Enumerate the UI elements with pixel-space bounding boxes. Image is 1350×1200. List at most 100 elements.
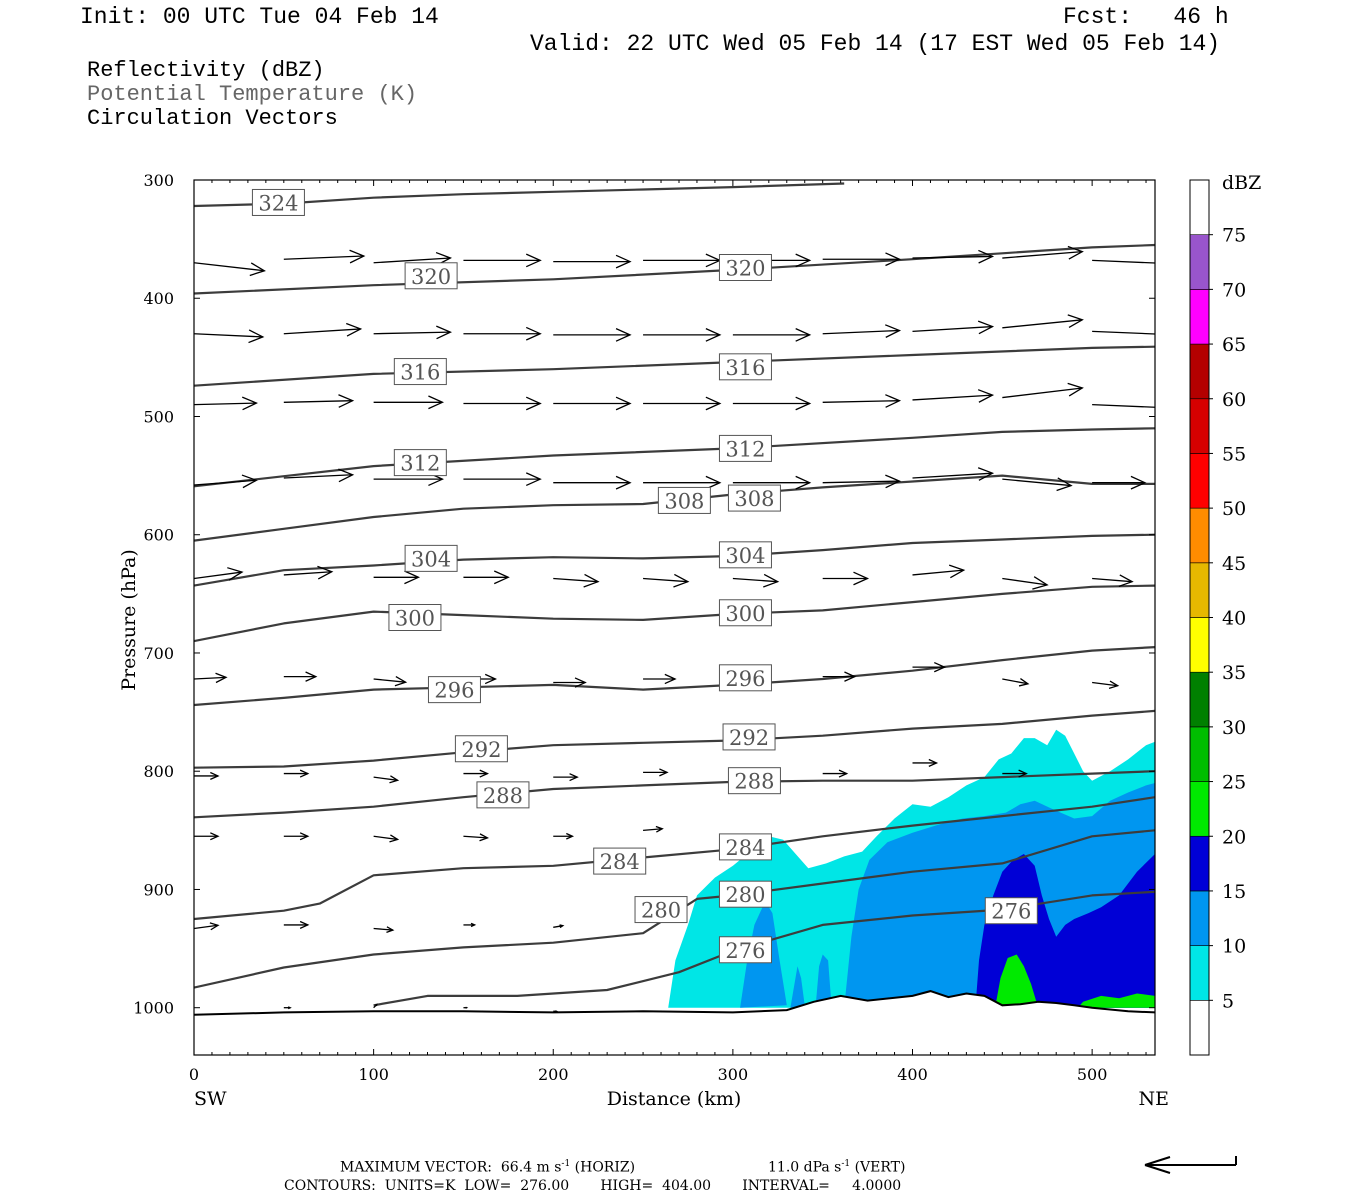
circulation-vector — [463, 253, 542, 268]
circulation-vector — [1092, 475, 1147, 490]
theta-contour-320 — [194, 243, 1155, 295]
colorbar-level-label: 65 — [1222, 334, 1246, 356]
reflectivity-region-10dbz — [790, 966, 805, 1008]
theta-label-box — [718, 833, 772, 861]
colorbar-level-label: 20 — [1222, 826, 1246, 848]
title-potential-temperature: Potential Temperature (K) — [87, 82, 418, 107]
circulation-vector — [283, 671, 318, 682]
theta-label-box — [722, 723, 776, 751]
theta-label-text: 312 — [400, 452, 440, 476]
theta-label-text: 308 — [664, 489, 704, 513]
theta-label-296: 296 — [718, 664, 772, 692]
x-tick-label: 200 — [538, 1065, 569, 1084]
circulation-vector — [822, 769, 849, 778]
circulation-vector — [553, 254, 632, 269]
circulation-vector — [553, 475, 632, 490]
theta-label-box — [404, 544, 458, 572]
colorbar-swatch — [1189, 617, 1210, 673]
theta-contour-300 — [194, 584, 1155, 643]
circulation-vector — [553, 924, 565, 929]
x-axis-label: Distance (km) — [607, 1088, 742, 1110]
circulation-vector — [912, 249, 995, 264]
circulation-vector — [1092, 574, 1134, 588]
circulation-vector — [373, 395, 445, 410]
plot-frame — [193, 179, 1156, 1056]
theta-label-text: 320 — [725, 257, 765, 281]
circulation-vector — [194, 567, 244, 581]
theta-label-box — [634, 896, 688, 924]
circulation-vector — [283, 832, 310, 841]
colorbar-swatch — [1189, 234, 1210, 290]
theta-label-text: 324 — [258, 191, 298, 215]
theta-label-292: 292 — [454, 735, 508, 763]
theta-label-308: 308 — [657, 486, 711, 514]
theta-label-320: 320 — [718, 254, 772, 281]
title-reflectivity: Reflectivity (dBZ) — [87, 58, 325, 83]
theta-label-280: 280 — [718, 880, 772, 908]
theta-label-text: 300 — [395, 607, 435, 631]
colorbar: 5 10 15 20 25 30 35 40 45 50 55 60 65 70 75 — [1189, 179, 1246, 1056]
unit-superscript-vert: -1 — [841, 1159, 851, 1169]
circulation-vector — [1002, 382, 1084, 399]
circulation-vector — [732, 396, 812, 411]
y-tick-label: 1000 — [133, 999, 174, 1018]
circulation-vector — [194, 474, 258, 489]
circulation-vector — [463, 472, 542, 487]
theta-label-288: 288 — [476, 781, 530, 809]
colorbar-swatch — [1189, 726, 1210, 782]
colorbar-level-label: 70 — [1222, 279, 1246, 301]
theta-label-text: 304 — [411, 547, 451, 571]
theta-label-box — [718, 541, 772, 569]
theta-label-text: 300 — [725, 602, 765, 626]
below-ground-mask — [194, 991, 1155, 1055]
circulation-vector — [643, 396, 722, 411]
circulation-vector — [194, 832, 220, 841]
colorbar-level-label: 50 — [1222, 498, 1246, 520]
circulation-vector — [1092, 680, 1120, 690]
theta-label-324: 324 — [251, 188, 305, 216]
circulation-vector — [1002, 576, 1049, 590]
colorbar-swatch — [1189, 507, 1210, 564]
circulation-vector — [463, 922, 477, 928]
circulation-vector — [643, 768, 669, 777]
circulation-vectors-layer — [194, 245, 1155, 1013]
circulation-vector — [912, 758, 939, 767]
colorbar-swatch — [1189, 1000, 1210, 1056]
circulation-vector — [194, 262, 266, 277]
circulation-vector — [822, 474, 902, 489]
circulation-vector — [1002, 678, 1030, 687]
y-tick-label: 300 — [143, 171, 174, 190]
circulation-vector — [463, 769, 490, 778]
circulation-vector — [373, 325, 453, 340]
circulation-vector — [912, 320, 995, 335]
theta-label-box — [454, 735, 508, 763]
theta-label-box — [984, 897, 1038, 925]
theta-label-text: 296 — [434, 679, 474, 703]
colorbar-level-label: 75 — [1222, 225, 1246, 247]
max-vector-vert-label: (VERT) — [850, 1159, 906, 1176]
theta-label-308: 308 — [727, 484, 781, 512]
circulation-vector — [912, 661, 947, 673]
circulation-vector — [912, 467, 995, 481]
theta-label-312: 312 — [393, 449, 447, 477]
colorbar-swatch — [1189, 562, 1210, 618]
circulation-vector — [283, 249, 366, 264]
circulation-vector — [1092, 257, 1155, 270]
colorbar-level-label: 30 — [1222, 717, 1246, 739]
colorbar-swatch — [1189, 671, 1210, 728]
circulation-vector — [643, 673, 677, 685]
circulation-vector — [912, 389, 995, 403]
y-tick-label: 700 — [143, 644, 174, 663]
circulation-vector — [1092, 328, 1155, 341]
theta-label-300: 300 — [388, 604, 442, 631]
colorbar-swatch — [1189, 835, 1210, 892]
theta-label-288: 288 — [727, 767, 781, 795]
theta-label-box — [718, 664, 772, 692]
y-tick-label: 900 — [143, 880, 174, 899]
theta-label-box — [718, 434, 772, 462]
theta-label-box — [727, 484, 781, 512]
potential-temperature-labels: 324 320 320 316 316 312 312 308 308 304 304 300 300 2… — [251, 188, 1038, 964]
theta-label-box — [251, 188, 305, 216]
x-tick-label: 500 — [1077, 1065, 1108, 1084]
